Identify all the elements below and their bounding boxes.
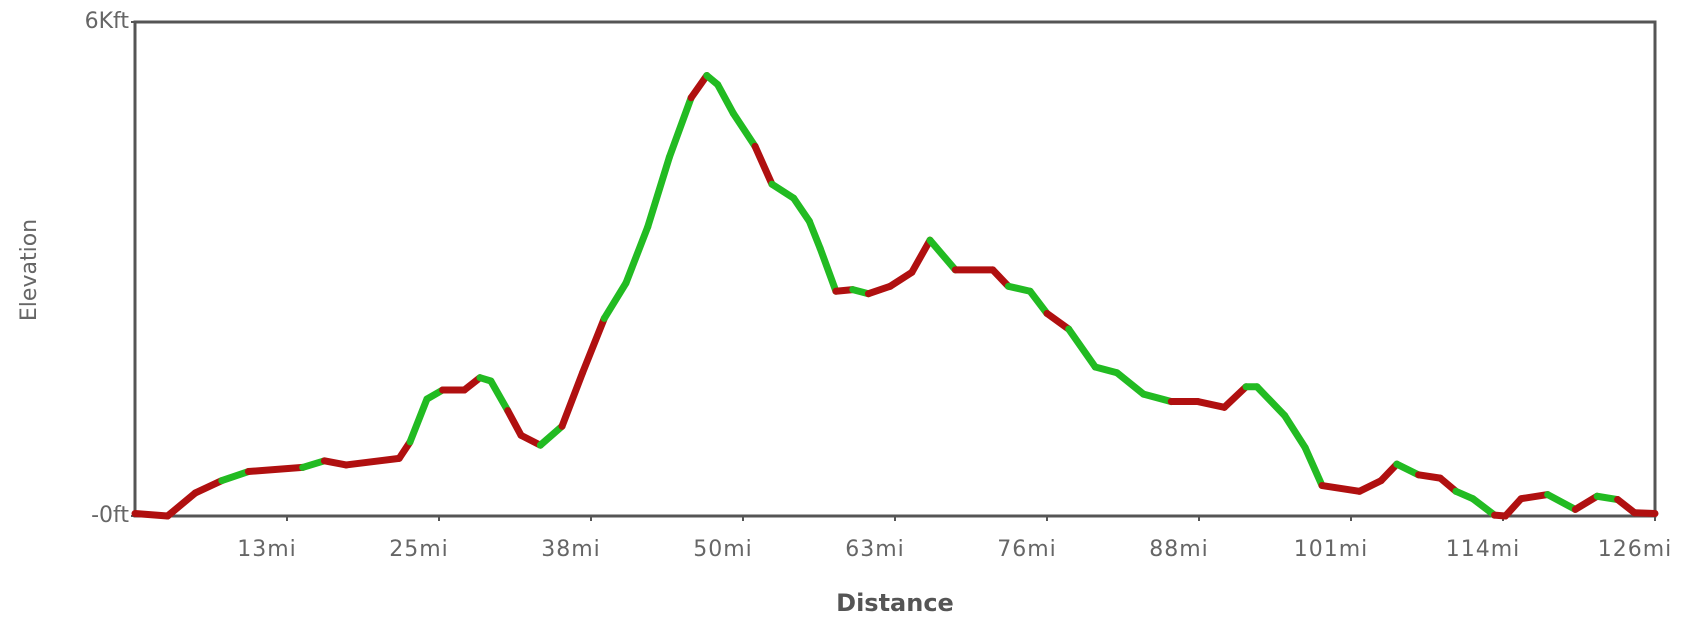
- elevation-segment: [886, 268, 916, 290]
- elevation-segment: [558, 369, 587, 430]
- elevation-segment: [1253, 383, 1289, 420]
- elevation-segment: [1355, 477, 1385, 495]
- elevation-segment: [299, 457, 328, 471]
- elevation-segment: [1220, 383, 1250, 411]
- x-tick-label: 88mi: [1149, 537, 1209, 562]
- x-tick-label: 50mi: [693, 537, 753, 562]
- elevation-segment: [729, 109, 759, 150]
- elevation-segment: [1140, 390, 1175, 406]
- plot-frame: [133, 20, 1657, 518]
- elevation-segment: [1415, 471, 1444, 482]
- elevation-segment: [1614, 496, 1638, 517]
- elevation-segment: [989, 266, 1012, 290]
- x-tick-label: 25mi: [389, 537, 449, 562]
- x-tick-label: 13mi: [237, 537, 297, 562]
- elevation-segment: [1501, 495, 1525, 520]
- elevation-segment: [191, 477, 226, 497]
- elevation-segment: [1281, 412, 1309, 452]
- elevation-segment: [600, 279, 630, 322]
- x-tick-label: 63mi: [845, 537, 905, 562]
- elevation-segment: [218, 468, 252, 485]
- elevation-segment: [131, 510, 172, 520]
- x-tick-label: 101mi: [1294, 537, 1369, 562]
- elevation-segment: [579, 314, 608, 377]
- elevation-segment: [1571, 492, 1601, 513]
- elevation-segment: [1377, 460, 1401, 485]
- elevation-segment: [517, 431, 544, 449]
- elevation-segment: [816, 244, 840, 295]
- elevation-segment: [487, 377, 512, 415]
- elevation-segment: [1301, 444, 1326, 490]
- elevation-segment: [1004, 282, 1034, 295]
- x-tick-label: 114mi: [1446, 537, 1521, 562]
- elevation-segment: [622, 223, 652, 287]
- elevation-segment: [768, 180, 798, 202]
- x-tick-label: 76mi: [997, 537, 1057, 562]
- elevation-segment: [864, 282, 894, 298]
- elevation-segment: [1065, 325, 1099, 371]
- elevation-segment: [805, 217, 824, 252]
- elevation-segment: [908, 236, 934, 276]
- elevation-segment: [1469, 495, 1499, 519]
- y-tick-label: 6Kft: [85, 9, 130, 34]
- y-tick-label: -0ft: [91, 503, 129, 528]
- elevation-segment: [665, 94, 695, 161]
- elevation-segment: [164, 489, 199, 520]
- elevation-segment: [1043, 309, 1073, 333]
- elevation-segment: [751, 142, 776, 188]
- elevation-segment: [244, 463, 307, 476]
- elevation-segment: [504, 407, 525, 439]
- elevation-segment: [1113, 369, 1148, 398]
- elevation-segment: [1393, 460, 1423, 479]
- elevation-segment: [1318, 482, 1363, 495]
- elevation-segment: [1544, 491, 1579, 513]
- elevation-segment: [687, 72, 711, 102]
- elevation-segment: [536, 422, 566, 449]
- x-tick-label: 38mi: [541, 537, 601, 562]
- elevation-segment: [644, 153, 673, 231]
- elevation-segment: [790, 194, 813, 225]
- elevation-segment: [342, 454, 403, 469]
- elevation-segment: [1630, 509, 1659, 518]
- x-axis-label: Distance: [836, 589, 954, 617]
- elevation-segment: [1026, 287, 1051, 317]
- elevation-segment: [320, 457, 350, 469]
- elevation-segment: [1517, 491, 1552, 503]
- elevation-segment: [1194, 398, 1228, 411]
- x-tick-label: 126mi: [1598, 537, 1673, 562]
- elevation-segment: [714, 81, 737, 117]
- elevation-segment: [926, 236, 959, 274]
- elevation-segment: [1091, 363, 1121, 377]
- elevation-segment: [406, 395, 431, 446]
- y-axis-label: Elevation: [17, 219, 42, 321]
